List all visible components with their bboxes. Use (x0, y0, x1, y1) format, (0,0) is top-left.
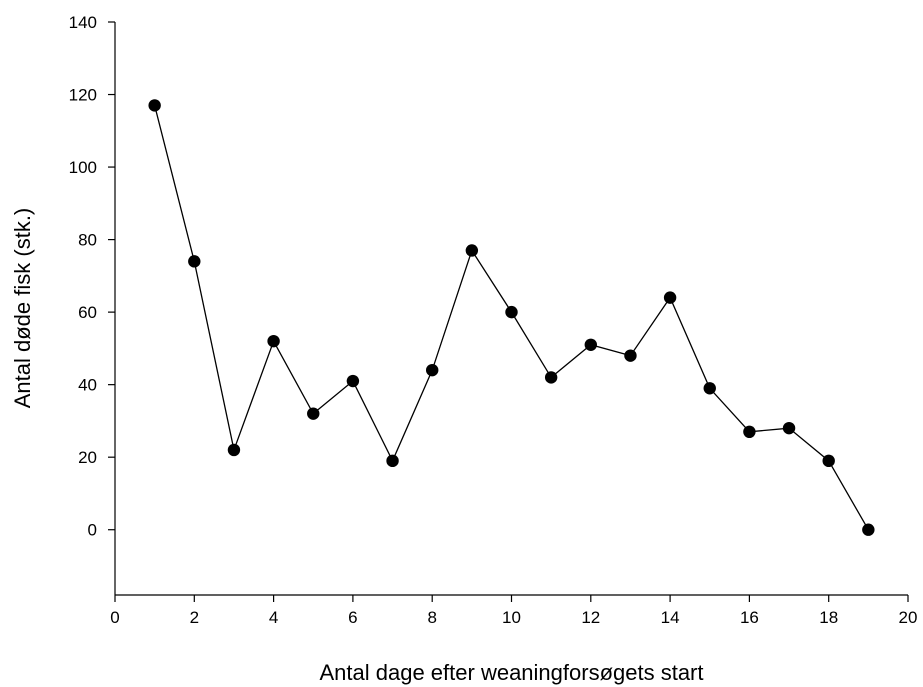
y-tick-label: 0 (88, 521, 97, 540)
x-tick-label: 16 (740, 608, 759, 627)
plot-area: 0 2 4 6 8 10 12 14 16 18 20 0 20 40 60 80 100 120 140 (69, 13, 918, 627)
data-point (584, 338, 597, 351)
data-point (505, 305, 518, 319)
y-tick-label: 100 (69, 158, 97, 177)
y-axis-ticks: 0 20 40 60 80 100 120 140 (69, 13, 115, 540)
data-point (822, 454, 835, 468)
y-tick-label: 40 (78, 376, 97, 395)
x-tick-label: 8 (427, 608, 436, 627)
y-tick-label: 80 (78, 231, 97, 250)
x-tick-label: 10 (502, 608, 521, 627)
data-point (624, 349, 637, 362)
x-axis-title: Antal dage efter weaningforsøgets start (320, 660, 704, 685)
data-point (426, 363, 439, 377)
data-point (188, 255, 201, 268)
data-point (663, 291, 677, 304)
y-axis-title: Antal døde fisk (stk.) (10, 208, 35, 409)
x-tick-label: 2 (190, 608, 199, 627)
x-tick-label: 12 (581, 608, 600, 627)
x-tick-label: 18 (819, 608, 838, 627)
x-tick-label: 6 (348, 608, 357, 627)
data-point (862, 523, 875, 536)
data-point (307, 407, 320, 420)
x-tick-label: 20 (899, 608, 918, 627)
x-tick-label: 4 (269, 608, 278, 627)
data-point (743, 425, 756, 439)
data-point (267, 334, 280, 348)
x-tick-label: 14 (661, 608, 680, 627)
data-point (346, 374, 360, 388)
y-tick-label: 140 (69, 13, 97, 32)
data-point (227, 443, 241, 457)
data-point (148, 99, 161, 112)
y-tick-label: 60 (78, 303, 97, 322)
series-layer (148, 99, 875, 536)
data-point (703, 382, 716, 395)
x-axis-ticks: 0 2 4 6 8 10 12 14 16 18 20 (110, 595, 917, 627)
data-point (465, 244, 479, 257)
x-tick-label: 0 (110, 608, 119, 627)
y-tick-label: 20 (78, 448, 97, 467)
y-tick-label: 120 (69, 86, 97, 105)
data-point (544, 371, 558, 384)
data-point (782, 421, 796, 435)
data-point (386, 454, 399, 468)
